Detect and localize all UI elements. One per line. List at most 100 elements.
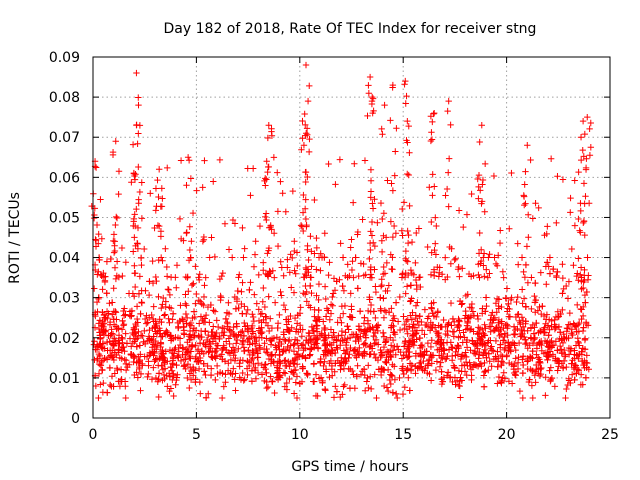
data-point — [161, 375, 168, 383]
data-point — [431, 246, 438, 254]
data-point — [169, 376, 176, 384]
data-point — [178, 315, 186, 323]
data-point — [246, 351, 253, 359]
data-point — [131, 262, 138, 269]
data-point — [218, 272, 225, 280]
data-point — [406, 360, 414, 367]
data-point — [442, 276, 449, 283]
data-point — [184, 374, 191, 382]
data-point — [387, 342, 395, 349]
data-point — [183, 302, 190, 309]
data-point — [219, 269, 226, 277]
data-point — [493, 295, 501, 303]
data-point — [306, 82, 313, 90]
data-point — [263, 369, 270, 377]
data-point — [101, 355, 108, 362]
data-point — [207, 371, 215, 379]
data-point — [145, 362, 152, 369]
data-point — [419, 366, 426, 374]
data-point — [335, 332, 342, 339]
data-point — [164, 164, 171, 172]
data-point — [220, 325, 228, 332]
data-point — [496, 332, 503, 340]
data-point — [491, 254, 498, 261]
data-point — [253, 300, 260, 307]
data-point — [500, 324, 507, 332]
data-point — [391, 376, 399, 384]
data-point — [254, 350, 262, 357]
data-point — [230, 365, 237, 372]
data-point — [514, 325, 521, 333]
data-point — [429, 310, 436, 317]
data-point — [145, 370, 152, 378]
data-point — [192, 263, 199, 270]
data-point — [119, 272, 126, 280]
data-point — [508, 169, 515, 177]
data-point — [498, 320, 505, 327]
data-point — [362, 334, 370, 341]
data-point — [524, 211, 532, 218]
data-point — [301, 205, 309, 213]
data-point — [308, 289, 315, 297]
data-point — [96, 352, 104, 360]
data-point — [377, 283, 385, 290]
data-point — [97, 335, 104, 342]
data-point — [566, 309, 574, 317]
data-point — [274, 208, 282, 215]
data-point — [264, 322, 272, 329]
data-point — [567, 194, 574, 202]
data-point — [536, 340, 543, 348]
data-point — [400, 313, 407, 320]
data-point — [183, 349, 190, 356]
data-point — [352, 254, 359, 261]
data-point — [407, 282, 414, 289]
data-point — [300, 273, 308, 281]
data-point — [394, 318, 402, 325]
data-point — [263, 335, 270, 342]
data-point — [348, 314, 355, 321]
data-point — [573, 328, 580, 335]
data-point — [393, 125, 400, 132]
data-point — [582, 374, 590, 381]
data-point — [136, 342, 144, 349]
data-point — [559, 176, 567, 183]
data-point — [176, 215, 184, 223]
data-point — [131, 283, 139, 291]
data-point — [128, 179, 135, 186]
data-point — [495, 319, 502, 326]
data-point — [518, 326, 525, 334]
data-point — [575, 255, 582, 262]
data-point — [229, 216, 237, 224]
data-point — [427, 343, 435, 351]
data-point — [368, 93, 376, 101]
data-point — [364, 112, 371, 120]
data-point — [561, 346, 568, 354]
data-point — [523, 243, 531, 250]
data-point — [179, 316, 187, 324]
data-point — [304, 371, 311, 379]
data-point — [498, 361, 505, 369]
data-point — [504, 308, 511, 315]
data-point — [370, 332, 377, 340]
data-point — [529, 355, 536, 362]
data-point — [264, 163, 272, 171]
data-point — [284, 264, 291, 271]
data-point — [280, 369, 288, 376]
data-point — [135, 101, 142, 109]
data-point — [383, 259, 391, 267]
data-point — [260, 267, 267, 274]
data-point — [152, 207, 159, 214]
data-point — [111, 242, 118, 249]
data-point — [515, 339, 523, 347]
data-point — [481, 321, 488, 328]
data-point — [468, 300, 476, 308]
data-point — [361, 314, 368, 321]
data-point — [530, 330, 538, 337]
data-point — [201, 157, 208, 164]
data-point — [326, 373, 333, 381]
data-point — [502, 295, 510, 302]
data-point — [96, 256, 103, 264]
data-point — [192, 378, 199, 386]
data-point — [364, 320, 372, 327]
data-point — [413, 281, 420, 289]
